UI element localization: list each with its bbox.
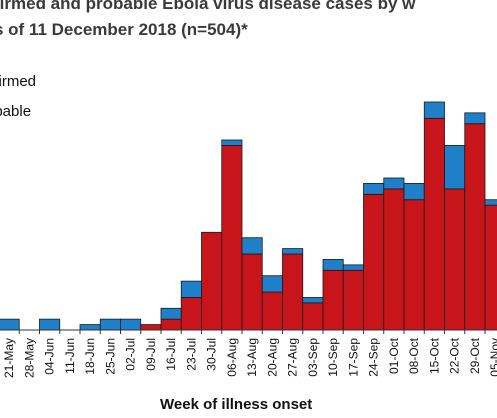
x-tick-label: 08-Oct [407, 337, 421, 374]
x-tick-label: 28-May [22, 338, 36, 378]
bar-probable-22-Oct [444, 188, 466, 331]
x-axis-label: Week of illness onset [160, 396, 313, 413]
x-tick-label: 20-Aug [265, 338, 279, 377]
bar-confirmed-08-Oct [403, 183, 425, 201]
bar-confirmed-23-Jul [180, 280, 202, 298]
x-tick-label: 18-Jun [83, 338, 97, 375]
x-tick-label: 13-Aug [245, 338, 259, 377]
chart-title-line2: s of 11 December 2018 (n=504)* [0, 20, 248, 39]
bar-confirmed-04-Jun [39, 318, 61, 331]
x-tick-label: 15-Oct [427, 337, 441, 374]
bar-confirmed-03-Sep [302, 297, 324, 304]
bar-confirmed-06-Aug [221, 139, 243, 146]
bar-probable-15-Oct [423, 117, 445, 331]
bars-group [0, 101, 497, 331]
bar-probable-08-Oct [403, 199, 425, 331]
bar-probable-06-Aug [221, 145, 243, 331]
bar-confirmed-13-Aug [241, 237, 263, 255]
bar-probable-05-Nov [484, 204, 497, 331]
legend-confirmed-label: nfirmed [0, 73, 37, 90]
bar-probable-24-Sep [363, 193, 385, 331]
bar-probable-17-Sep [342, 269, 364, 331]
bar-probable-13-Aug [241, 253, 263, 331]
x-tick-label: 03-Sep [306, 338, 320, 377]
bar-probable-03-Sep [302, 302, 324, 331]
legend-probable-label: obable [0, 103, 32, 120]
x-tick-label: 01-Oct [387, 337, 401, 374]
x-tick-label: 10-Sep [326, 338, 340, 377]
x-tick-label: 02-Jul [124, 338, 138, 371]
x-tick-label: 25-Jun [103, 338, 117, 375]
bar-confirmed-16-Jul [160, 307, 182, 320]
bar-probable-27-Aug [282, 253, 304, 331]
bar-confirmed-02-Jul [120, 318, 142, 331]
x-tick-labels: 21-May 28-May 04-Jun 11-Jun 18-Jun 25-Jun 02-J… [2, 337, 497, 378]
bar-probable-23-Jul [180, 297, 202, 331]
bar-confirmed-10-Sep [322, 259, 344, 271]
x-tick-label: 24-Sep [367, 338, 381, 377]
bar-probable-01-Oct [383, 188, 405, 331]
bar-confirmed-05-Nov [484, 199, 497, 206]
x-tick-label: 09-Jul [144, 338, 158, 371]
bar-confirmed-25-Jun [99, 318, 121, 331]
x-tick-label: 27-Aug [286, 338, 300, 377]
bar-confirmed-27-Aug [282, 248, 304, 255]
x-tick-label: 29-Oct [468, 337, 482, 374]
x-tick-label: 23-Jul [184, 338, 198, 371]
x-tick-label: 30-Jul [205, 338, 219, 371]
x-tick-label: 21-May [2, 338, 16, 378]
x-tick-label: 17-Sep [346, 338, 360, 377]
x-tick-label: 22-Oct [448, 337, 462, 374]
bar-confirmed-18-Jun [79, 324, 101, 331]
bar-probable-10-Sep [322, 269, 344, 331]
bar-probable-09-Jul [140, 324, 162, 331]
bar-probable-16-Jul [160, 318, 182, 331]
bar-confirmed-22-Oct [444, 145, 466, 190]
x-axis [0, 329, 497, 334]
bar-confirmed-24-Sep [363, 183, 385, 195]
bar-confirmed-01-Oct [383, 177, 405, 190]
bar-probable-29-Oct [464, 123, 486, 331]
bar-probable-20-Aug [261, 291, 283, 331]
bar-probable-30-Jul [201, 231, 223, 331]
bar-confirmed-20-Aug [261, 275, 283, 293]
x-tick-label: 11-Jun [63, 338, 77, 374]
bar-confirmed-15-Oct [423, 101, 445, 119]
x-tick-label: 05-Nov [488, 338, 497, 377]
chart-title-line1: firmed and probable Ebola virus disease … [0, 0, 416, 13]
bar-confirmed-29-Oct [464, 112, 486, 125]
x-tick-label: 04-Jun [43, 338, 57, 375]
x-tick-label: 16-Jul [164, 338, 178, 371]
bar-confirmed-21-May [0, 318, 20, 331]
bar-confirmed-17-Sep [342, 264, 364, 271]
x-tick-label: 06-Aug [225, 338, 239, 377]
